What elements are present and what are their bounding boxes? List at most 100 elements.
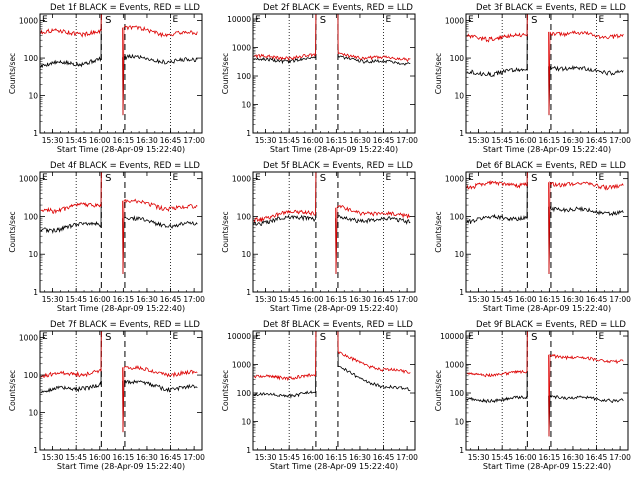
panel-title: Det 9f BLACK = Events, RED = LLD (476, 320, 626, 330)
series-line-after (122, 365, 198, 433)
series-line-after (122, 25, 198, 116)
x-tick-label: 16:45 (160, 295, 182, 304)
marker-e-left: E (468, 15, 474, 25)
marker-s: S (105, 173, 111, 184)
x-tick-label: 16:00 (302, 295, 324, 304)
series-line-before (466, 171, 528, 190)
series-line-after (122, 215, 198, 275)
series-line-after (548, 394, 624, 437)
panel-title: Det 5f BLACK = Events, RED = LLD (263, 161, 413, 171)
plot-frame (252, 171, 416, 293)
marker-s: S (531, 332, 537, 343)
y-tick-label: 1000 (232, 44, 251, 53)
marker-e-left: E (468, 332, 474, 342)
x-tick-label: 15:45 (65, 453, 87, 462)
x-tick-label: 17:00 (183, 453, 205, 462)
series-line-after (337, 13, 411, 66)
y-tick-label: 1000 (445, 175, 464, 184)
x-tick-label: 16:30 (562, 295, 584, 304)
series-line-after (335, 204, 411, 275)
marker-e-left: E (468, 173, 474, 183)
x-tick-label: 16:45 (586, 295, 608, 304)
plot-frame (252, 330, 416, 451)
y-tick-label: 1 (246, 446, 251, 455)
x-tick-label: 15:30 (42, 136, 64, 145)
plot-frame (39, 171, 203, 293)
series-line-before (40, 171, 102, 234)
x-tick-label: 16:45 (373, 453, 395, 462)
y-axis-label: Counts/sec (221, 211, 230, 252)
x-tick-label: 16:00 (89, 136, 111, 145)
series-line-before (253, 171, 317, 226)
x-axis-label: Start Time (28-Apr-09 15:22:40) (483, 304, 611, 313)
series-line-after (122, 379, 198, 433)
y-tick-label: 10000 (227, 332, 251, 341)
series-line-after (337, 330, 411, 392)
y-axis-label: Counts/sec (434, 211, 443, 252)
y-tick-label: 1000 (445, 361, 464, 370)
plot-frame (465, 171, 629, 293)
y-tick-label: 1000 (19, 175, 38, 184)
series-line-before (253, 13, 317, 61)
series-line-after (548, 65, 624, 116)
marker-e-right: E (386, 15, 392, 25)
marker-e-right: E (386, 173, 392, 183)
x-tick-label: 16:15 (113, 295, 135, 304)
marker-e-left: E (42, 15, 48, 25)
y-tick-label: 10 (241, 418, 251, 427)
x-axis-label: Start Time (28-Apr-09 15:22:40) (270, 462, 398, 471)
series-line-after (122, 53, 198, 116)
y-tick-label: 10000 (440, 332, 464, 341)
x-tick-label: 16:00 (302, 136, 324, 145)
x-tick-label: 15:30 (468, 453, 490, 462)
series-line-after (548, 353, 624, 437)
panel-title: Det 6f BLACK = Events, RED = LLD (476, 161, 626, 171)
x-tick-label: 17:00 (183, 136, 205, 145)
y-axis-label: Counts/sec (434, 53, 443, 94)
x-tick-label: 17:00 (396, 295, 418, 304)
marker-e-left: E (42, 332, 48, 342)
series-line-after (548, 205, 624, 275)
x-tick-label: 16:45 (160, 453, 182, 462)
x-tick-label: 16:45 (373, 295, 395, 304)
x-tick-label: 16:30 (136, 295, 158, 304)
series-line-before (253, 171, 317, 223)
x-tick-label: 16:15 (539, 136, 561, 145)
y-tick-label: 100 (24, 212, 39, 221)
x-axis-label: Start Time (28-Apr-09 15:22:40) (57, 304, 185, 313)
x-tick-label: 16:00 (302, 453, 324, 462)
series-line-before (253, 330, 317, 399)
x-tick-label: 17:00 (183, 295, 205, 304)
series-line-before (466, 13, 528, 77)
marker-s: S (531, 173, 537, 184)
y-tick-label: 100 (237, 389, 252, 398)
x-tick-label: 15:45 (278, 136, 300, 145)
y-axis-label: Counts/sec (8, 370, 17, 411)
y-tick-label: 1 (246, 288, 251, 297)
y-tick-label: 1 (459, 446, 464, 455)
x-tick-label: 16:30 (349, 295, 371, 304)
panel-title: Det 2f BLACK = Events, RED = LLD (263, 3, 413, 13)
y-tick-label: 1000 (232, 361, 251, 370)
marker-e-left: E (255, 173, 261, 183)
series-line-before (40, 330, 102, 378)
series-line-before (466, 330, 528, 378)
series-line-before (253, 330, 317, 382)
x-tick-label: 15:30 (255, 136, 277, 145)
marker-s: S (320, 15, 326, 26)
x-axis-label: Start Time (28-Apr-09 15:22:40) (270, 304, 398, 313)
x-tick-label: 15:30 (468, 295, 490, 304)
y-tick-label: 100 (24, 371, 39, 380)
x-tick-label: 17:00 (396, 453, 418, 462)
x-tick-label: 16:45 (586, 453, 608, 462)
y-axis-label: Counts/sec (221, 53, 230, 94)
y-tick-label: 10 (454, 250, 464, 259)
series-line-after (122, 198, 198, 275)
